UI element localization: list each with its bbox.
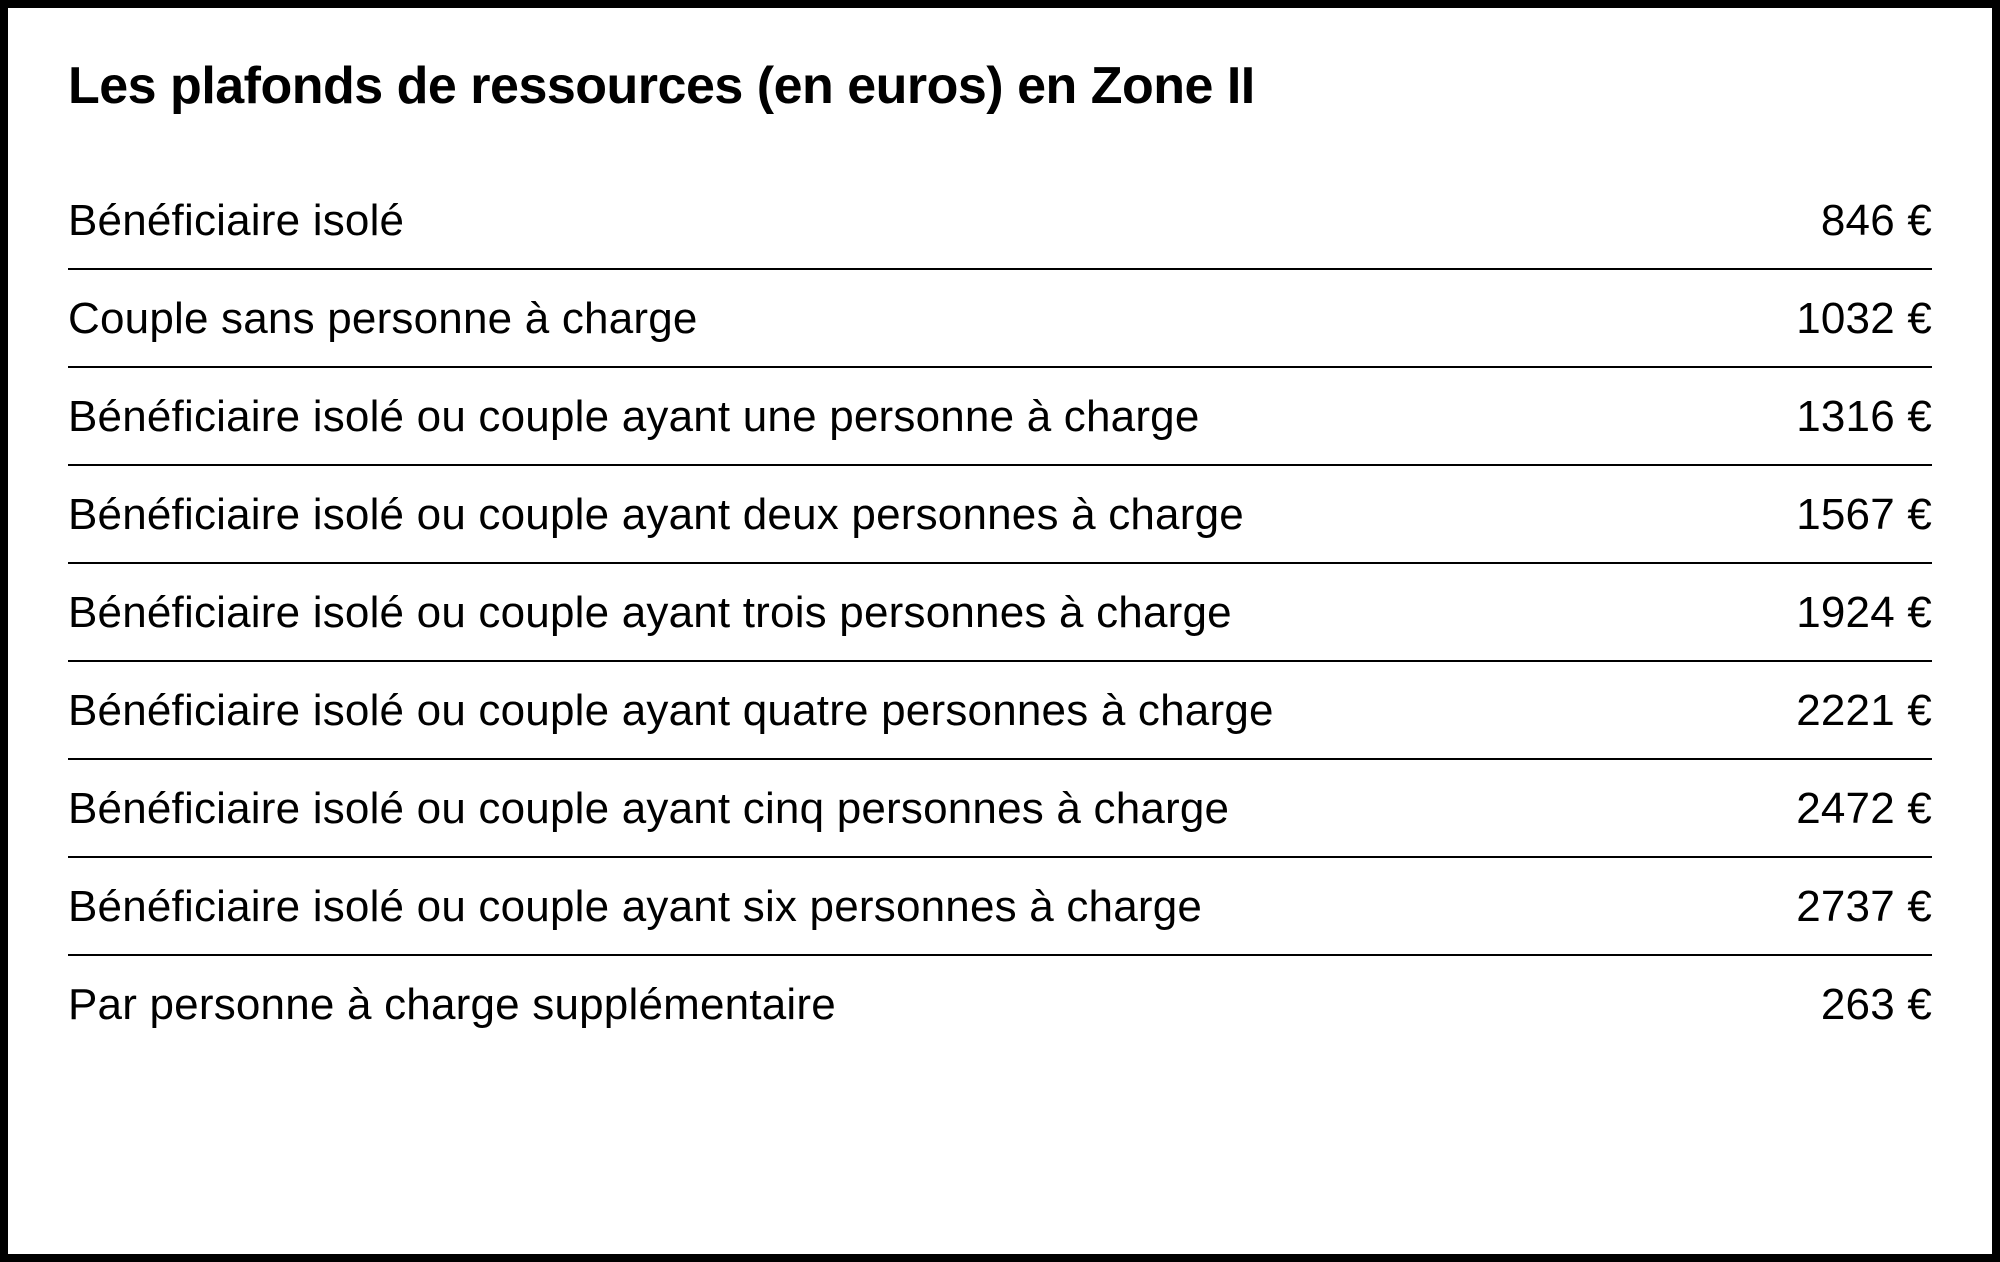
table-row: Bénéficiaire isolé 846 € bbox=[68, 172, 1932, 270]
row-value: 2737 € bbox=[1796, 882, 1932, 932]
table-row: Par personne à charge supplémentaire 263… bbox=[68, 956, 1932, 1052]
row-label: Bénéficiaire isolé ou couple ayant six p… bbox=[68, 882, 1202, 932]
table-row: Bénéficiaire isolé ou couple ayant deux … bbox=[68, 466, 1932, 564]
row-label: Bénéficiaire isolé ou couple ayant une p… bbox=[68, 392, 1200, 442]
resource-ceilings-table: Bénéficiaire isolé 846 € Couple sans per… bbox=[68, 172, 1932, 1052]
row-label: Bénéficiaire isolé ou couple ayant cinq … bbox=[68, 784, 1229, 834]
row-value: 1567 € bbox=[1796, 490, 1932, 540]
table-row: Couple sans personne à charge 1032 € bbox=[68, 270, 1932, 368]
page-title: Les plafonds de ressources (en euros) en… bbox=[68, 56, 1932, 116]
document-frame: Les plafonds de ressources (en euros) en… bbox=[0, 0, 2000, 1262]
row-value: 2472 € bbox=[1796, 784, 1932, 834]
table-row: Bénéficiaire isolé ou couple ayant six p… bbox=[68, 858, 1932, 956]
table-row: Bénéficiaire isolé ou couple ayant trois… bbox=[68, 564, 1932, 662]
row-label: Couple sans personne à charge bbox=[68, 294, 698, 344]
row-label: Par personne à charge supplémentaire bbox=[68, 980, 836, 1030]
row-value: 846 € bbox=[1821, 196, 1932, 246]
table-row: Bénéficiaire isolé ou couple ayant quatr… bbox=[68, 662, 1932, 760]
row-label: Bénéficiaire isolé ou couple ayant deux … bbox=[68, 490, 1244, 540]
row-label: Bénéficiaire isolé bbox=[68, 196, 404, 246]
row-value: 263 € bbox=[1821, 980, 1932, 1030]
row-value: 1924 € bbox=[1796, 588, 1932, 638]
row-label: Bénéficiaire isolé ou couple ayant trois… bbox=[68, 588, 1232, 638]
row-label: Bénéficiaire isolé ou couple ayant quatr… bbox=[68, 686, 1274, 736]
row-value: 1316 € bbox=[1796, 392, 1932, 442]
table-row: Bénéficiaire isolé ou couple ayant une p… bbox=[68, 368, 1932, 466]
table-row: Bénéficiaire isolé ou couple ayant cinq … bbox=[68, 760, 1932, 858]
row-value: 2221 € bbox=[1796, 686, 1932, 736]
row-value: 1032 € bbox=[1796, 294, 1932, 344]
